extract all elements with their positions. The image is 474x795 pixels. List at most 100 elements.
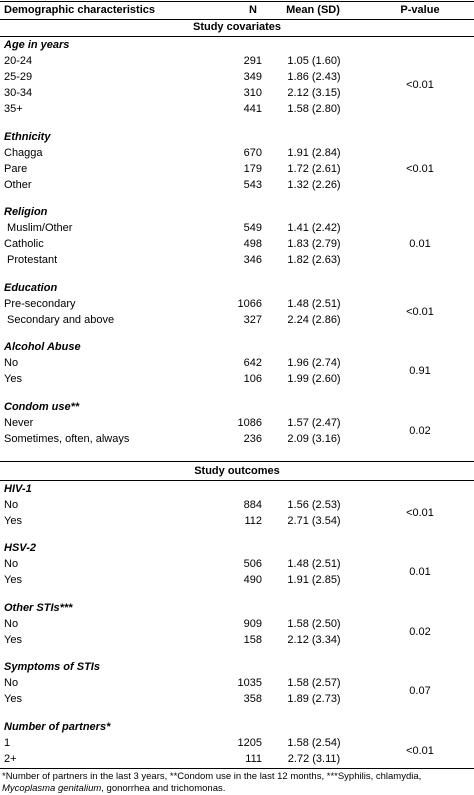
mean-sd: 1.58 (2.50) — [287, 617, 341, 630]
row-label: No — [4, 357, 19, 369]
row-label: Sometimes, often, always — [4, 432, 130, 445]
column-header: Demographic characteristics — [4, 4, 156, 16]
n-value: 1205 — [237, 736, 262, 749]
p-value: 0.02 — [409, 625, 431, 638]
row-label: No — [4, 677, 19, 689]
row-label: Other — [4, 178, 32, 191]
mean-sd: 1.58 (2.57) — [287, 677, 341, 689]
group-title: HSV-2 — [4, 542, 36, 554]
p-value: 0.91 — [409, 365, 431, 377]
column-header: P-value — [400, 4, 440, 16]
column-header: Mean (SD) — [286, 4, 340, 16]
p-value: 0.01 — [409, 566, 431, 578]
n-value: 490 — [243, 574, 262, 586]
row-label: Protestant — [4, 254, 58, 266]
rule — [0, 460, 474, 462]
mean-sd: 1.48 (2.51) — [287, 558, 341, 570]
group-title: Number of partners* — [4, 720, 111, 733]
rule — [0, 767, 474, 769]
rule — [0, 1, 474, 2]
row-label: 20-24 — [4, 55, 33, 67]
n-value: 310 — [243, 87, 262, 99]
group-title: Symptoms of STIs — [4, 661, 100, 673]
row-label: Catholic — [4, 238, 44, 250]
mean-sd: 2.12 (3.34) — [287, 633, 341, 646]
p-value: <0.01 — [406, 305, 434, 318]
n-value: 1035 — [237, 677, 262, 689]
mean-sd: 1.96 (2.74) — [287, 357, 341, 369]
footnote: *Number of partners in the last 3 years,… — [2, 770, 422, 782]
p-value: 0.01 — [409, 238, 431, 250]
group-title: Alcohol Abuse — [4, 341, 81, 353]
mean-sd: 1.48 (2.51) — [287, 297, 341, 310]
row-label: Yes — [4, 633, 22, 646]
row-label: Secondary and above — [4, 313, 115, 326]
p-value: 0.02 — [409, 424, 431, 437]
n-value: 158 — [243, 633, 262, 646]
row-label: Yes — [4, 514, 22, 527]
row-label: 1 — [4, 736, 11, 749]
row-label: Never — [4, 416, 34, 429]
row-label: No — [4, 558, 19, 570]
n-value: 346 — [243, 254, 262, 266]
p-value: <0.01 — [406, 79, 434, 91]
footnote-part: , gonorrhea and trichomonas. — [101, 782, 226, 794]
row-label: 25-29 — [4, 71, 33, 83]
n-value: 112 — [244, 514, 262, 527]
row-label: No — [4, 498, 19, 511]
row-label: 30-34 — [4, 87, 33, 99]
mean-sd: 1.05 (1.60) — [287, 55, 341, 67]
mean-sd: 1.99 (2.60) — [287, 373, 341, 385]
mean-sd: 1.57 (2.47) — [287, 416, 341, 429]
footnote-line: Mycoplasma genitalium, gonorrhea and tri… — [2, 783, 225, 795]
group-title: Age in years — [4, 39, 70, 51]
n-value: 549 — [243, 222, 262, 234]
n-value: 1086 — [237, 416, 262, 429]
group-title: Other STIs*** — [4, 601, 73, 614]
p-value: 0.07 — [409, 685, 431, 697]
group-title: HIV-1 — [4, 482, 32, 495]
mean-sd: 1.83 (2.79) — [287, 238, 341, 250]
mean-sd: 2.09 (3.16) — [287, 432, 341, 445]
column-header: N — [249, 4, 257, 16]
row-label: Yes — [4, 574, 22, 586]
n-value: 498 — [243, 238, 262, 250]
n-value: 543 — [243, 178, 262, 191]
n-value: 291 — [243, 55, 262, 67]
n-value: 106 — [243, 373, 262, 385]
n-value: 670 — [243, 146, 262, 159]
mean-sd: 1.91 (2.84) — [287, 146, 341, 159]
mean-sd: 1.89 (2.73) — [287, 693, 341, 705]
group-title: Education — [4, 281, 58, 294]
row-label: 35+ — [4, 103, 23, 115]
mean-sd: 1.82 (2.63) — [287, 254, 341, 266]
p-value: <0.01 — [406, 744, 434, 757]
n-value: 111 — [245, 752, 262, 765]
mean-sd: 1.86 (2.43) — [287, 71, 341, 83]
mean-sd: 1.72 (2.61) — [287, 162, 341, 175]
rule — [0, 36, 474, 37]
section-title: Study outcomes — [194, 464, 280, 477]
row-label: No — [4, 617, 19, 630]
n-value: 909 — [243, 617, 262, 630]
rule — [0, 19, 474, 20]
mean-sd: 1.91 (2.85) — [287, 574, 341, 586]
mean-sd: 2.12 (3.15) — [287, 87, 341, 99]
mean-sd: 1.58 (2.54) — [287, 736, 341, 749]
row-label: Pare — [4, 162, 28, 175]
p-value: <0.01 — [406, 506, 434, 519]
row-label: Chagga — [4, 146, 43, 159]
group-title: Condom use** — [4, 400, 80, 413]
n-value: 1066 — [237, 297, 262, 310]
n-value: 441 — [243, 103, 262, 115]
row-label: 2+ — [4, 752, 17, 765]
section-title: Study covariates — [192, 21, 282, 33]
mean-sd: 2.24 (2.86) — [287, 313, 341, 326]
row-label: Muslim/Other — [4, 222, 73, 234]
group-title: Ethnicity — [4, 130, 51, 143]
n-value: 349 — [243, 71, 262, 83]
mean-sd: 1.58 (2.80) — [287, 103, 341, 115]
n-value: 236 — [243, 432, 262, 445]
mean-sd: 2.71 (3.54) — [287, 514, 341, 527]
